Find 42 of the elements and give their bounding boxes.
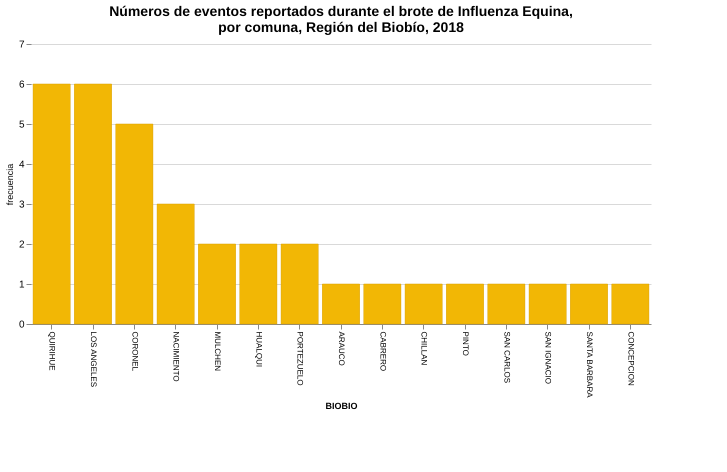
bar — [280, 244, 319, 324]
x-tick-label: CONCEPCION — [626, 332, 636, 386]
bar — [115, 124, 154, 324]
bar — [611, 284, 650, 324]
x-tick-label: HUALQUI — [254, 332, 264, 368]
x-tick-label: ARAUCO — [337, 332, 346, 366]
bar — [487, 284, 526, 324]
bar — [363, 284, 402, 324]
y-tick-label: 3 — [18, 200, 25, 210]
y-axis-title: frecuencia — [4, 164, 15, 206]
x-tick-label: CORONEL — [130, 332, 140, 372]
y-tick-label: 2 — [18, 240, 25, 250]
bar — [446, 284, 484, 324]
bar — [74, 84, 112, 324]
x-tick-label: NACIMIENTO — [172, 332, 181, 382]
y-tick-label: 1 — [18, 280, 25, 290]
y-tick-label: 4 — [18, 160, 25, 170]
bar — [570, 284, 608, 324]
bar — [156, 204, 195, 324]
bar — [404, 284, 443, 324]
bar — [32, 84, 71, 324]
x-tick-label: CABRERO — [378, 332, 388, 372]
y-tick-label: 5 — [18, 120, 25, 130]
x-tick-label: SANTA BARBARA — [585, 332, 594, 398]
x-tick-label: SAN IGNACIO — [544, 332, 553, 384]
bar — [322, 284, 360, 324]
x-tick-label: MULCHEN — [213, 332, 222, 372]
bar — [528, 284, 567, 324]
text: por comuna, Región del Biobío, 2018 — [218, 19, 464, 35]
x-tick-label: QUIRIHUE — [48, 332, 57, 371]
x-tick-label: LOS ANGELES — [89, 332, 98, 388]
y-tick-label: 0 — [18, 320, 25, 330]
y-tick-label: 6 — [18, 80, 25, 90]
bar — [198, 244, 236, 324]
y-tick-label: 7 — [18, 40, 25, 50]
x-axis-title: BIOBIO — [325, 401, 358, 412]
x-tick-label: PINTO — [461, 332, 470, 356]
x-tick-label: SAN CARLOS — [502, 332, 512, 384]
x-tick-label: CHILLAN — [420, 332, 429, 366]
bar — [239, 244, 278, 324]
x-tick-label: PORTEZUELO — [296, 332, 305, 386]
text: Números de eventos reportados durante el brote de Influenza Equina, — [109, 3, 573, 19]
